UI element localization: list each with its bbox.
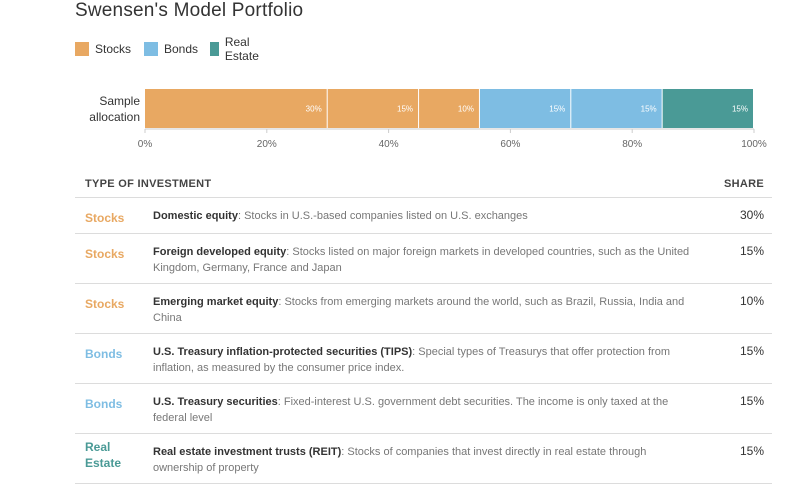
row-share: 15% (739, 244, 764, 258)
x-axis-tick-label: 80% (622, 139, 642, 150)
legend-item-stocks: Stocks (75, 41, 131, 57)
x-axis-tick-label: 0% (138, 139, 153, 150)
row-category: Stocks (85, 247, 125, 261)
table-row: Bonds U.S. Treasury securities: Fixed-int… (75, 384, 772, 434)
row-investment-detail: : Stocks of companies that invest direct… (153, 446, 647, 474)
legend-swatch-real-estate (210, 42, 219, 56)
bar-segment-label: 10% (458, 105, 474, 114)
row-share: 10% (739, 294, 764, 308)
x-axis-tick-label: 20% (257, 139, 277, 150)
x-axis-tick-label: 60% (500, 139, 520, 150)
bar-segment-label: 15% (397, 105, 413, 114)
bar-segment (571, 89, 662, 128)
legend-label-stocks: Stocks (95, 42, 132, 56)
table-row: Real Estate Real estate investment trusts… (75, 434, 772, 484)
row-description: Domestic equity: Stocks in U.S.-based co… (153, 208, 693, 224)
row-share: 30% (739, 208, 764, 222)
row-investment-name: U.S. Treasury securities (153, 396, 278, 408)
investment-table: TYPE OF INVESTMENT SHARE Stocks Domestic … (75, 170, 772, 484)
bar-segment-label: 15% (641, 105, 657, 114)
legend-label-bonds: Bonds (164, 42, 199, 56)
table-row: Bonds U.S. Treasury inflation-protected s… (75, 334, 772, 384)
bar-segment (419, 89, 479, 128)
row-share: 15% (739, 444, 764, 458)
legend-item-bonds: Bonds (144, 41, 198, 57)
row-investment-detail: : Stocks from emerging markets around th… (153, 296, 685, 324)
row-category: Bonds (85, 347, 123, 361)
bar-segment-label: 15% (549, 105, 565, 114)
bar-segment (327, 89, 419, 128)
bar-segment-label: 15% (732, 105, 748, 114)
row-investment-detail: : Stocks in U.S.-based companies listed … (237, 210, 528, 222)
table-row: Stocks Foreign developed equity: Stocks l… (75, 234, 772, 284)
row-share: 15% (739, 394, 764, 408)
table-row: Stocks Emerging market equity: Stocks fro… (75, 284, 772, 334)
page-title: Swensen's Model Portfolio (75, 0, 304, 21)
row-category: Real Estate (85, 440, 122, 470)
table-header: TYPE OF INVESTMENT SHARE (75, 170, 772, 198)
row-description: Foreign developed equity: Stocks listed … (153, 244, 693, 276)
row-description: Emerging market equity: Stocks from emer… (153, 294, 693, 326)
bar-category-label-line-2: allocation (89, 110, 140, 124)
column-header-type: TYPE OF INVESTMENT (85, 178, 212, 190)
table-body: Stocks Domestic equity: Stocks in U.S.-ba… (75, 198, 772, 484)
bar-segment (662, 89, 753, 128)
legend-label-real-estate: Real Estate (224, 35, 259, 63)
x-axis-tick-label: 100% (741, 139, 767, 150)
row-category: Bonds (85, 397, 123, 411)
row-investment-name: U.S. Treasury inflation-protected securi… (153, 346, 413, 358)
row-description: U.S. Treasury inflation-protected securi… (153, 344, 693, 376)
row-investment-detail: : Stocks listed on major foreign markets… (153, 246, 690, 274)
legend-item-real-estate: Real Estate (210, 35, 264, 63)
row-category: Stocks (85, 297, 125, 311)
row-investment-detail: : Special types of Treasurys that offer … (153, 346, 670, 374)
legend-swatch-bonds (144, 42, 158, 56)
row-investment-name: Domestic equity (153, 210, 238, 222)
legend-swatch-stocks (75, 42, 89, 56)
table-row: Stocks Domestic equity: Stocks in U.S.-ba… (75, 198, 772, 234)
bar-segment-label: 30% (306, 105, 322, 114)
bar-category-label: Sample allocation (60, 93, 140, 125)
bar-segment (145, 89, 327, 128)
bar-segment (479, 89, 571, 128)
row-investment-name: Real estate investment trusts (REIT) (153, 446, 342, 458)
row-investment-name: Foreign developed equity (153, 246, 287, 258)
allocation-chart: Sample allocation 30% 15% 10% 15% 15% 15% 0% 20… (0, 80, 800, 160)
row-category: Stocks (85, 211, 125, 225)
row-investment-name: Emerging market equity (153, 296, 279, 308)
row-description: Real estate investment trusts (REIT): St… (153, 444, 693, 476)
bar-category-label-line-1: Sample (99, 94, 140, 108)
row-investment-detail: : Fixed-interest U.S. government debt se… (153, 396, 669, 424)
x-axis-tick-label: 40% (379, 139, 399, 150)
row-description: U.S. Treasury securities: Fixed-interest… (153, 394, 693, 426)
chart-svg: 30% 15% 10% 15% 15% 15% 0% 20% 40% 60% 80% 100% (138, 89, 767, 150)
column-header-share: SHARE (723, 178, 764, 190)
row-share: 15% (739, 344, 764, 358)
